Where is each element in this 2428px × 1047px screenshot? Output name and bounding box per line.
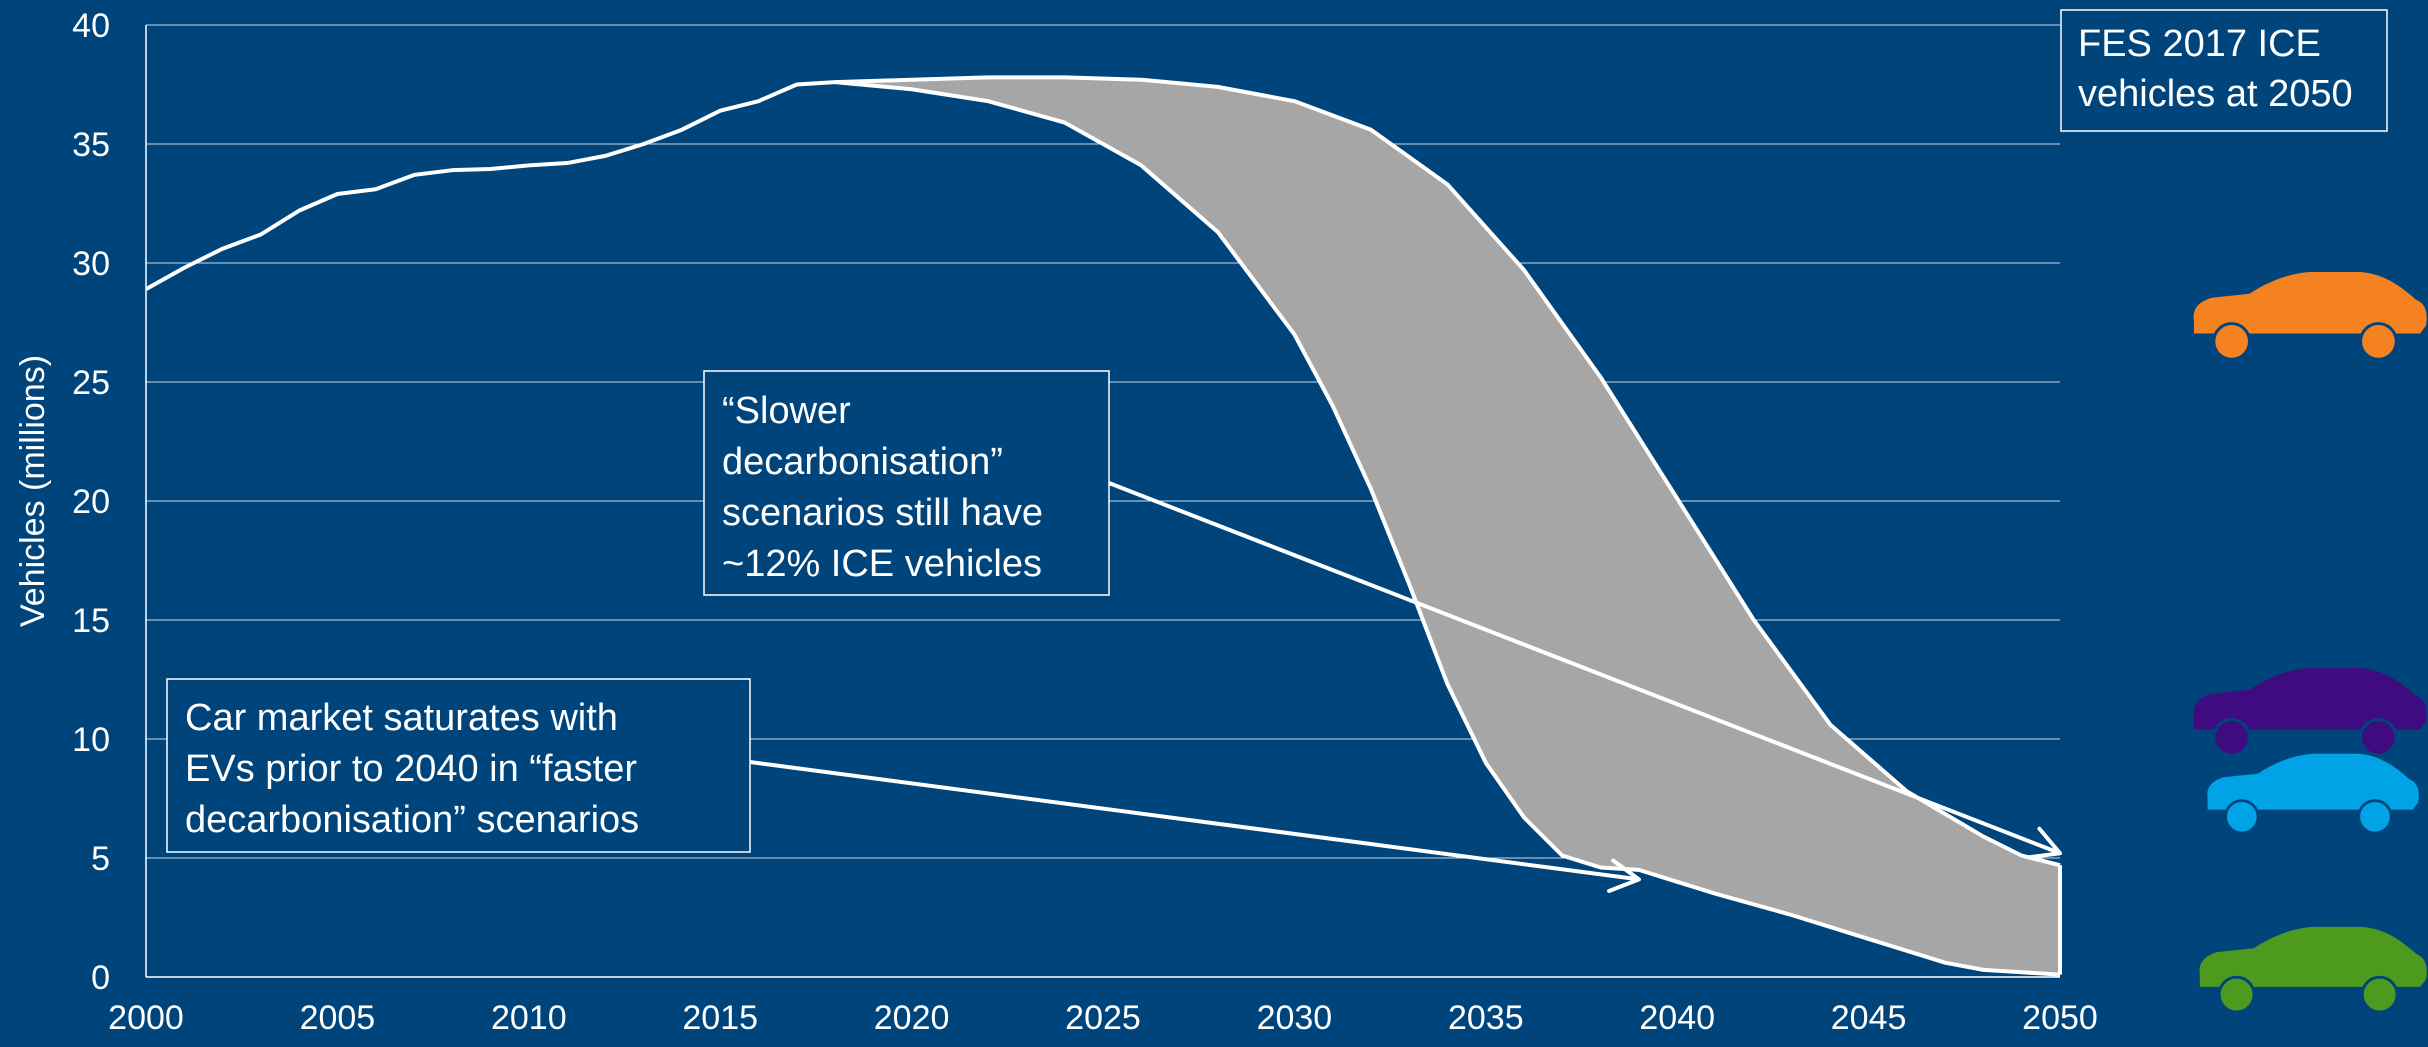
faster-note-arrowhead [1607, 858, 1641, 893]
fes-box-text-line: vehicles at 2050 [2078, 73, 2353, 115]
car-blue-icon [2207, 753, 2419, 835]
y-tick-label: 15 [72, 602, 110, 640]
faster-note-text-line: decarbonisation” scenarios [185, 799, 639, 841]
lower-envelope-line [834, 80, 2061, 977]
y-tick-label: 40 [72, 7, 110, 45]
faster-note-text-line: Car market saturates with [185, 697, 618, 739]
slower-note-arrow-line [1108, 481, 2061, 856]
fes-box-text-line: FES 2017 ICE [2078, 23, 2321, 65]
x-tick-label: 2010 [491, 999, 567, 1037]
slower-note-text-line: “Slower [722, 390, 851, 432]
car-orange-icon [2193, 271, 2427, 361]
y-tick-label: 5 [91, 840, 110, 878]
scenario-range-area [835, 77, 2060, 975]
slower-note-arrowhead [2026, 826, 2062, 860]
slower-note-text-line: decarbonisation” [722, 441, 1003, 483]
y-tick-labels: 0 5 10 15 20 25 30 35 40 [72, 7, 110, 997]
x-tick-label: 2025 [1065, 999, 1141, 1037]
y-tick-label: 30 [72, 245, 110, 283]
y-tick-label: 25 [72, 364, 110, 402]
slower-note-text-line: ~12% ICE vehicles [722, 543, 1042, 585]
scenario-band [835, 77, 2060, 975]
fes-box-annotation: FES 2017 ICE vehicles at 2050 [2060, 9, 2388, 132]
faster-note-annotation: Car market saturates with EVs prior to 20… [166, 678, 1641, 893]
y-tick-label: 10 [72, 721, 110, 759]
y-axis-label: Vehicles (millions) [14, 355, 52, 627]
fes-box-box [2060, 9, 2388, 132]
x-tick-label: 2040 [1639, 999, 1715, 1037]
annotations: FES 2017 ICE vehicles at 2050 “Slower decar… [166, 9, 2388, 893]
x-tick-label: 2000 [108, 999, 184, 1037]
faster-note-arrow-line [749, 760, 1640, 882]
x-tick-label: 2020 [874, 999, 950, 1037]
slower-note-box [703, 370, 1110, 596]
x-tick-label: 2035 [1448, 999, 1524, 1037]
car-purple-icon [2193, 667, 2427, 757]
slower-note-text-line: scenarios still have [722, 492, 1043, 534]
x-tick-labels: 2000 2005 2010 2015 2020 2025 2030 2035 2040 2045… [108, 999, 2098, 1037]
car-green-icon [2199, 926, 2427, 1014]
x-tick-label: 2015 [682, 999, 758, 1037]
y-tick-label: 20 [72, 483, 110, 521]
historical-line [145, 80, 836, 291]
legend-car-icons [2193, 271, 2427, 1014]
slower-note-annotation: “Slower decarbonisation” scenarios still h… [703, 370, 2062, 860]
x-tick-label: 2030 [1257, 999, 1333, 1037]
x-tick-label: 2005 [300, 999, 376, 1037]
axes [145, 25, 2060, 978]
x-tick-label: 2045 [1831, 999, 1907, 1037]
y-tick-label: 35 [72, 126, 110, 164]
x-tick-label: 2050 [2022, 999, 2098, 1037]
y-tick-label: 0 [91, 959, 110, 997]
faster-note-text-line: EVs prior to 2040 in “faster [185, 748, 637, 790]
faster-note-box [166, 678, 751, 853]
